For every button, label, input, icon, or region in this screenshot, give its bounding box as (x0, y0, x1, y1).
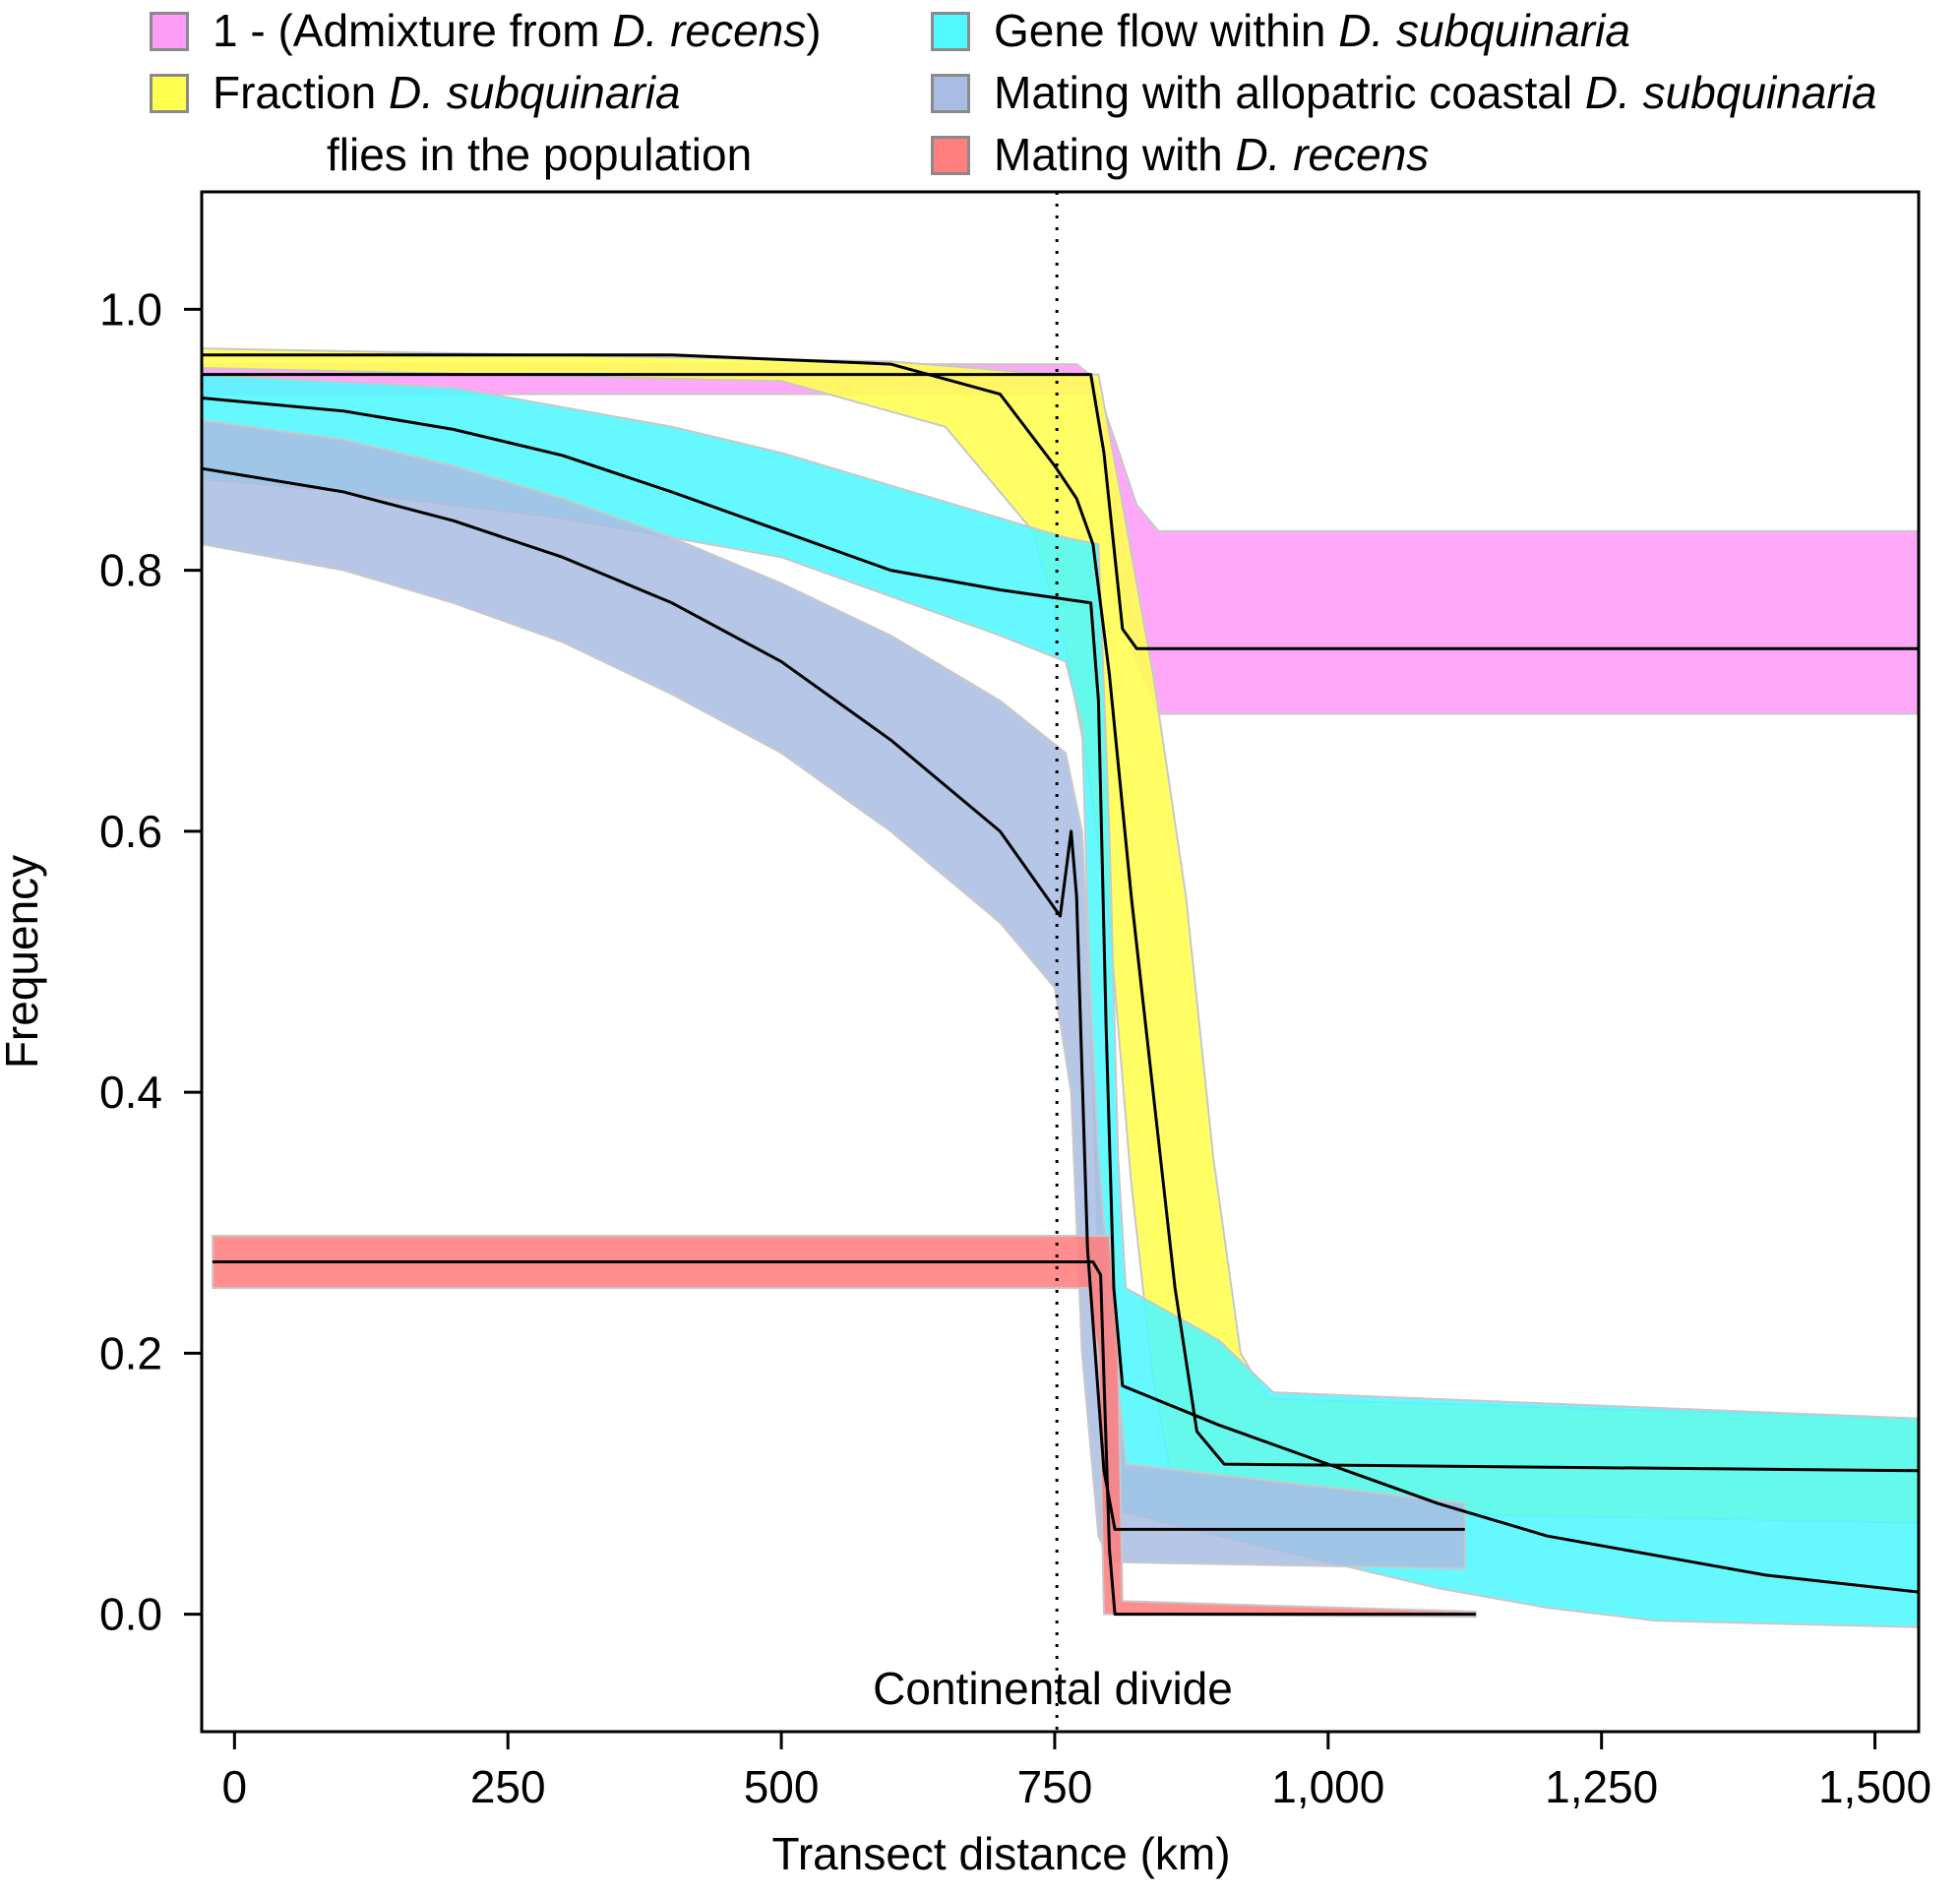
legend-swatch-fraction (150, 73, 189, 113)
line-fraction (202, 353, 1920, 1473)
x-tick-label: 1,250 (1545, 1761, 1658, 1812)
line-recens (213, 1260, 1476, 1617)
legend-swatch-geneflow (931, 11, 970, 51)
confidence-bands (201, 347, 1920, 1628)
legend-label-recens-2: D. recens (1235, 129, 1430, 180)
x-tick-label: 750 (1017, 1761, 1093, 1812)
legend-swatch-allopatric (931, 73, 970, 113)
legend-label-geneflow-2: D. subquinaria (1338, 5, 1630, 56)
y-tick-label: 0.2 (99, 1327, 162, 1378)
legend-label-geneflow-1: Gene flow within (994, 5, 1339, 56)
y-tick-label: 0.0 (99, 1589, 162, 1640)
x-axis: 0 250 500 750 1,000 1,250 1,500 (222, 1732, 1931, 1812)
x-tick-label: 1,500 (1818, 1761, 1931, 1812)
y-tick-label: 0.4 (99, 1067, 162, 1118)
legend-item-geneflow: Gene flow within D. subquinaria (931, 0, 1630, 62)
y-axis-label: Frequency (0, 855, 47, 1069)
x-tick-label: 1,000 (1271, 1761, 1384, 1812)
legend-label-allopatric-2: D. subquinaria (1584, 67, 1877, 118)
x-tick-label: 500 (744, 1761, 820, 1812)
legend-label-fraction-extra: flies in the population (327, 129, 753, 180)
legend-label-fraction-1: Fraction (213, 67, 389, 118)
x-tick-label: 0 (222, 1761, 248, 1812)
line-geneflow (201, 397, 1920, 1594)
x-axis-label: Transect distance (km) (771, 1828, 1230, 1879)
y-tick-label: 0.8 (99, 545, 162, 596)
legend-item-admixture: 1 - (Admixture from D. recens) (150, 0, 822, 62)
band-allopatric (201, 418, 1466, 1570)
legend-label-allopatric-1: Mating with allopatric coastal (994, 67, 1585, 118)
plot-frame (200, 190, 1921, 1734)
legend-item-fraction: Fraction D. subquinaria (150, 62, 681, 124)
series-lines (201, 353, 1920, 1617)
legend-swatch-recens (931, 135, 970, 175)
legend-item-recens: Mating with D. recens (931, 124, 1429, 186)
y-axis: 0.0 0.2 0.4 0.6 0.8 1.0 (99, 283, 202, 1640)
legend-label-fraction-2: D. subquinaria (388, 67, 681, 118)
legend-label-recens-1: Mating with (994, 129, 1236, 180)
y-tick-label: 1.0 (99, 283, 162, 335)
continental-divide-label: Continental divide (873, 1663, 1233, 1714)
legend-label-admixture-1: 1 - (Admixture from (213, 5, 613, 56)
legend-swatch-admixture (150, 11, 189, 51)
band-geneflow (201, 373, 1920, 1628)
line-allopatric (201, 466, 1465, 1531)
y-tick-label: 0.6 (99, 806, 162, 857)
line-admixture (202, 373, 1919, 650)
x-tick-label: 250 (470, 1761, 546, 1812)
legend-item-allopatric: Mating with allopatric coastal D. subqui… (931, 62, 1876, 124)
legend-label-admixture-3: ) (806, 5, 822, 56)
legend-label-admixture-2: D. recens (612, 5, 807, 56)
